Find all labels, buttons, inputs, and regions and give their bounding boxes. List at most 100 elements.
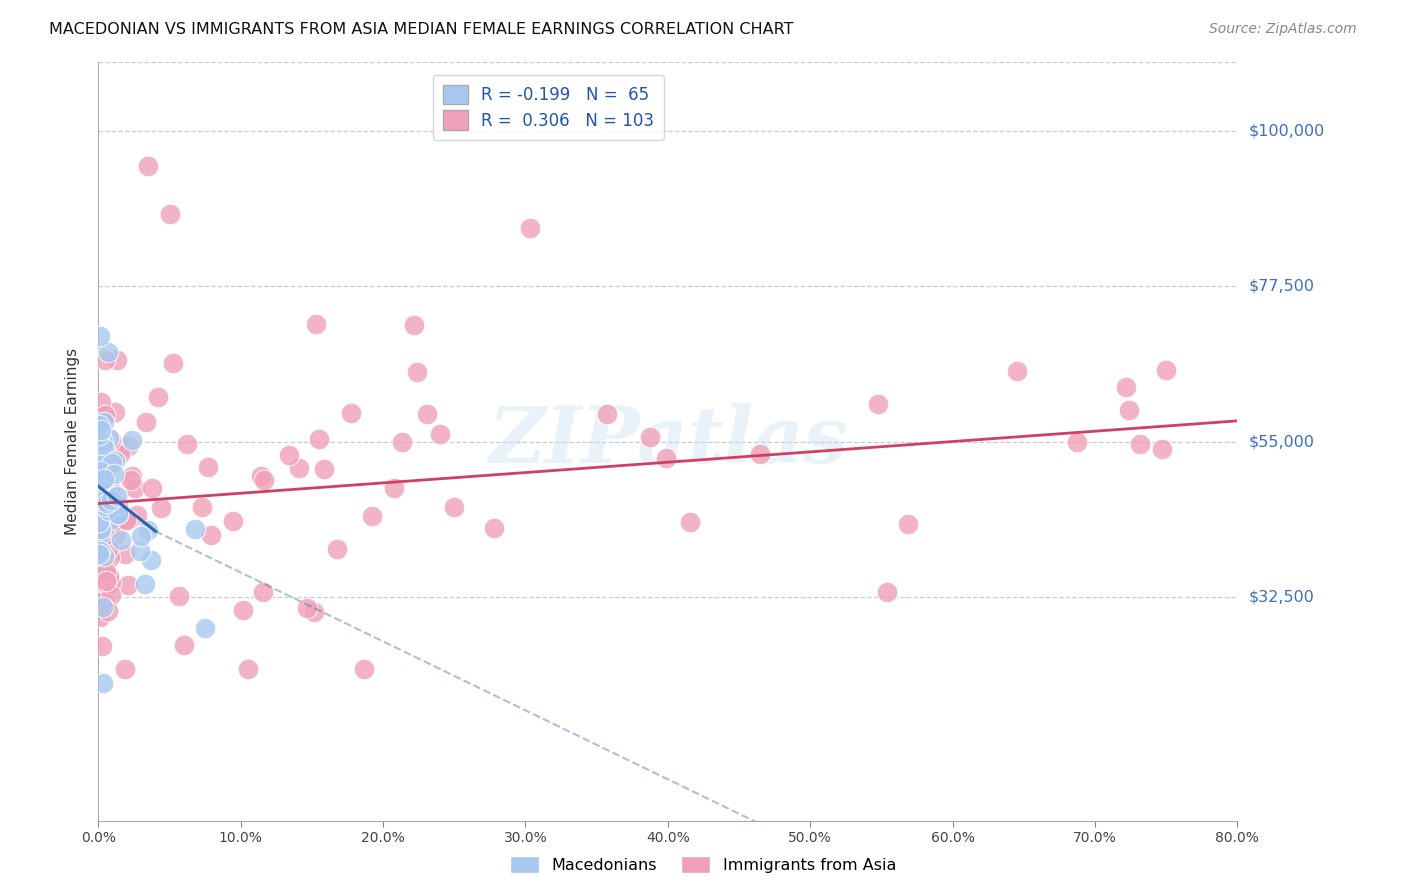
Point (93, 408, 115, 422)
Point (90, 594, 112, 608)
Point (134, 577, 156, 591)
Text: $77,500: $77,500 (1249, 279, 1315, 294)
Legend: Macedonians, Immigrants from Asia: Macedonians, Immigrants from Asia (503, 849, 903, 880)
Point (104, 454, 127, 468)
Point (124, 481, 146, 495)
Point (91, 562, 114, 576)
Point (87, 487, 110, 501)
Point (87, 479, 110, 493)
Point (93, 442, 115, 456)
Point (110, 446, 132, 460)
Point (136, 523, 159, 537)
Text: MACEDONIAN VS IMMIGRANTS FROM ASIA MEDIAN FEMALE EARNINGS CORRELATION CHART: MACEDONIAN VS IMMIGRANTS FROM ASIA MEDIA… (49, 22, 794, 37)
Point (93, 472, 115, 486)
Point (100, 576, 122, 591)
Point (98, 575, 121, 590)
Point (107, 508, 129, 522)
Point (94, 457, 117, 471)
Point (91, 474, 114, 488)
Point (90, 499, 112, 513)
Point (89, 418, 111, 433)
Point (87, 493, 110, 508)
Point (89, 465, 111, 479)
Point (1152, 442, 1174, 457)
Point (89, 543, 111, 558)
Point (136, 159, 159, 173)
Point (89, 440, 111, 454)
Point (93, 593, 115, 607)
Point (100, 550, 122, 565)
Point (429, 427, 451, 442)
Point (103, 467, 125, 481)
Point (100, 433, 122, 447)
Point (326, 541, 349, 556)
Point (98, 513, 121, 527)
Point (89, 458, 111, 472)
Point (96, 496, 118, 510)
Point (89, 467, 111, 481)
Point (89, 547, 111, 561)
Point (148, 391, 170, 405)
Point (89, 410, 111, 425)
Point (128, 543, 150, 558)
Text: ZIPatlas: ZIPatlas (488, 403, 848, 480)
Point (89, 609, 111, 624)
Point (96, 574, 118, 588)
Point (89, 417, 111, 431)
Point (897, 516, 920, 531)
Point (167, 590, 190, 604)
Point (100, 485, 122, 500)
Point (89, 465, 111, 479)
Point (91, 484, 114, 499)
Point (190, 500, 212, 515)
Point (93, 442, 115, 456)
Point (96, 565, 118, 579)
Point (101, 456, 124, 470)
Point (87, 515, 110, 529)
Point (360, 508, 382, 523)
Point (312, 462, 335, 476)
Point (638, 430, 661, 444)
Point (679, 516, 702, 530)
Point (252, 585, 274, 599)
Point (89, 549, 111, 563)
Point (159, 207, 181, 221)
Point (1129, 436, 1152, 450)
Point (117, 439, 139, 453)
Point (176, 437, 198, 451)
Point (97, 568, 120, 582)
Point (876, 585, 898, 599)
Point (89, 444, 111, 458)
Point (90, 423, 112, 437)
Text: $55,000: $55,000 (1249, 434, 1315, 449)
Point (94, 459, 117, 474)
Point (89, 329, 111, 343)
Point (150, 501, 173, 516)
Point (94, 528, 117, 542)
Point (232, 603, 254, 617)
Point (98, 481, 121, 495)
Point (97, 345, 120, 359)
Point (519, 220, 541, 235)
Point (97, 503, 120, 517)
Point (97, 497, 120, 511)
Point (105, 353, 128, 368)
Point (340, 406, 363, 420)
Point (94, 576, 117, 591)
Point (295, 601, 318, 615)
Point (94, 353, 117, 368)
Point (96, 486, 118, 500)
Point (89, 446, 111, 460)
Point (596, 407, 619, 421)
Point (253, 474, 276, 488)
Point (89, 526, 111, 541)
Point (89, 491, 111, 506)
Point (87, 489, 110, 503)
Point (94, 471, 117, 485)
Point (1118, 402, 1140, 417)
Point (121, 469, 143, 483)
Point (221, 514, 243, 528)
Point (93, 549, 115, 564)
Point (89, 520, 111, 534)
Point (97, 541, 120, 556)
